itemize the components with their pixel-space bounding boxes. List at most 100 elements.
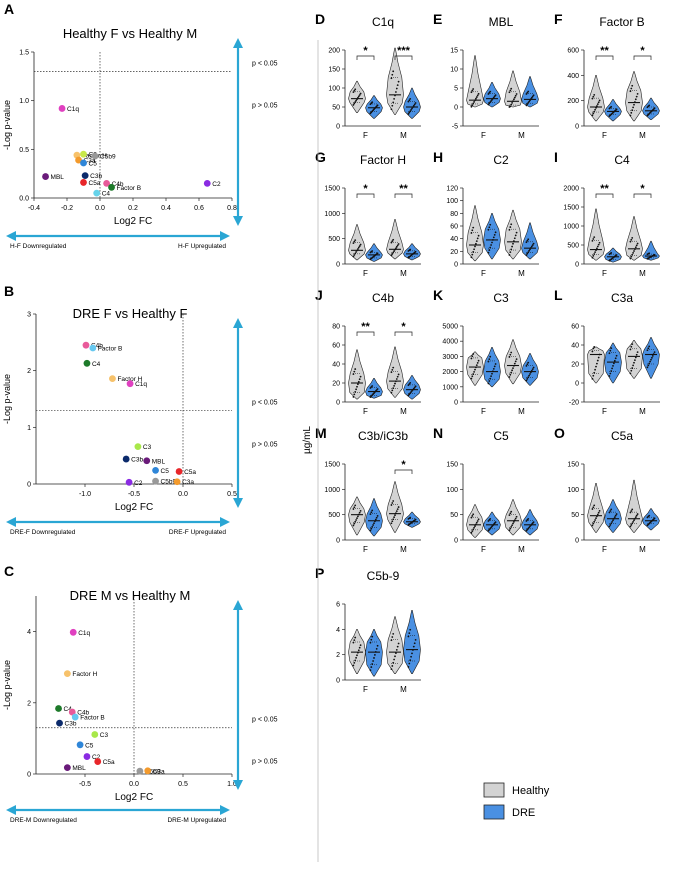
y-tick-label: -20	[569, 400, 579, 407]
data-point	[492, 367, 495, 370]
data-point	[394, 382, 396, 385]
data-point	[629, 525, 632, 528]
data-point	[510, 526, 513, 528]
violin-f-dre	[483, 511, 501, 536]
significance-bracket	[356, 55, 375, 60]
panel-title: Factor B	[599, 15, 644, 29]
data-point	[470, 91, 473, 94]
data-point	[591, 97, 594, 100]
violin-f-healthy	[348, 496, 366, 536]
significance-stars: *	[640, 183, 645, 195]
data-point	[526, 91, 529, 94]
volcano-point-label: C1q	[135, 381, 147, 388]
data-point	[489, 517, 492, 520]
volcano-point	[125, 478, 133, 486]
violin-panel-h: H C2 0 20 40 60 80 100 120 F M	[433, 149, 539, 278]
data-point	[635, 353, 638, 356]
violin-m-dre	[642, 337, 660, 379]
significance-stars: **	[600, 45, 609, 57]
data-point	[369, 529, 372, 532]
data-point	[592, 522, 595, 525]
violin-panel-l: L C3a -20 0 20 40 60 F M	[554, 287, 660, 416]
significance-stars: *	[401, 459, 406, 471]
data-point	[352, 396, 355, 398]
data-point	[407, 666, 410, 668]
data-point	[525, 254, 528, 257]
fc-arrow-head-left	[6, 805, 16, 815]
volcano-point	[55, 705, 62, 712]
y-axis-label: -Log p-value	[2, 374, 12, 424]
data-point	[370, 527, 373, 530]
violin-m-dre	[403, 511, 421, 528]
x-category-label: M	[639, 545, 646, 554]
data-point	[634, 101, 636, 103]
volcano-point	[76, 741, 84, 749]
y-tick-label: 2	[27, 368, 31, 375]
data-point	[591, 240, 594, 242]
y-tick-label: 0	[575, 538, 579, 545]
data-point	[634, 516, 637, 519]
data-point	[592, 95, 595, 98]
data-point	[354, 368, 357, 370]
violin-m-dre	[403, 243, 421, 261]
data-point	[629, 372, 632, 375]
data-point	[357, 248, 359, 250]
data-point	[471, 515, 474, 517]
significance-bracket	[394, 193, 413, 198]
data-point	[373, 657, 375, 659]
y-tick-label: 0	[336, 262, 340, 269]
data-point	[528, 249, 530, 252]
data-point	[476, 94, 479, 97]
data-point	[392, 632, 395, 635]
data-point	[511, 524, 513, 527]
data-point	[610, 347, 613, 350]
volcano-point	[68, 708, 76, 716]
data-point	[598, 353, 601, 356]
y-tick-label: 0	[336, 538, 340, 545]
data-point	[390, 77, 393, 80]
data-point	[488, 226, 491, 229]
x-tick-label: -0.5	[128, 491, 140, 498]
data-point	[593, 236, 596, 239]
y-tick-label: 1000	[324, 487, 340, 494]
data-point	[475, 523, 477, 526]
data-point	[488, 358, 491, 361]
up-regulated-label: H-F Upregulated	[178, 243, 226, 250]
volcano-point	[83, 753, 91, 760]
data-point	[487, 251, 490, 254]
x-category-label: F	[602, 545, 607, 554]
sig-label-up: p < 0.05	[252, 60, 278, 67]
data-point	[474, 525, 476, 527]
data-point	[510, 351, 513, 354]
data-point	[634, 356, 637, 359]
volcano-point	[152, 477, 159, 485]
violin-f-healthy	[466, 504, 484, 538]
data-point	[525, 241, 528, 244]
volcano-panel-a: A Healthy F vs Healthy M -0.4 -0.2 0.0 0.2 0.4…	[2, 1, 278, 250]
data-point	[475, 96, 478, 98]
data-point	[646, 366, 649, 369]
data-point	[609, 524, 612, 526]
data-point	[648, 252, 651, 255]
data-point	[515, 358, 518, 361]
x-axis-label: Log2 FC	[115, 502, 153, 513]
y-tick-label: 0	[575, 381, 579, 388]
volcano-point-label: C2	[92, 754, 101, 761]
data-point	[374, 518, 377, 521]
data-point	[629, 114, 632, 117]
x-tick-label: -1.0	[79, 491, 91, 498]
data-point	[396, 375, 399, 378]
x-category-label: F	[481, 407, 486, 416]
volcano-point-label: C5	[89, 160, 98, 167]
y-tick-label: 10	[450, 67, 458, 74]
y-tick-label: 5000	[442, 324, 458, 331]
data-point	[372, 660, 374, 662]
data-point	[473, 101, 475, 103]
data-point	[397, 373, 400, 376]
data-point	[352, 91, 355, 94]
volcano-point	[91, 152, 99, 160]
violin-f-healthy	[466, 205, 484, 262]
y-tick-label: 400	[567, 73, 579, 80]
data-point	[608, 511, 611, 514]
